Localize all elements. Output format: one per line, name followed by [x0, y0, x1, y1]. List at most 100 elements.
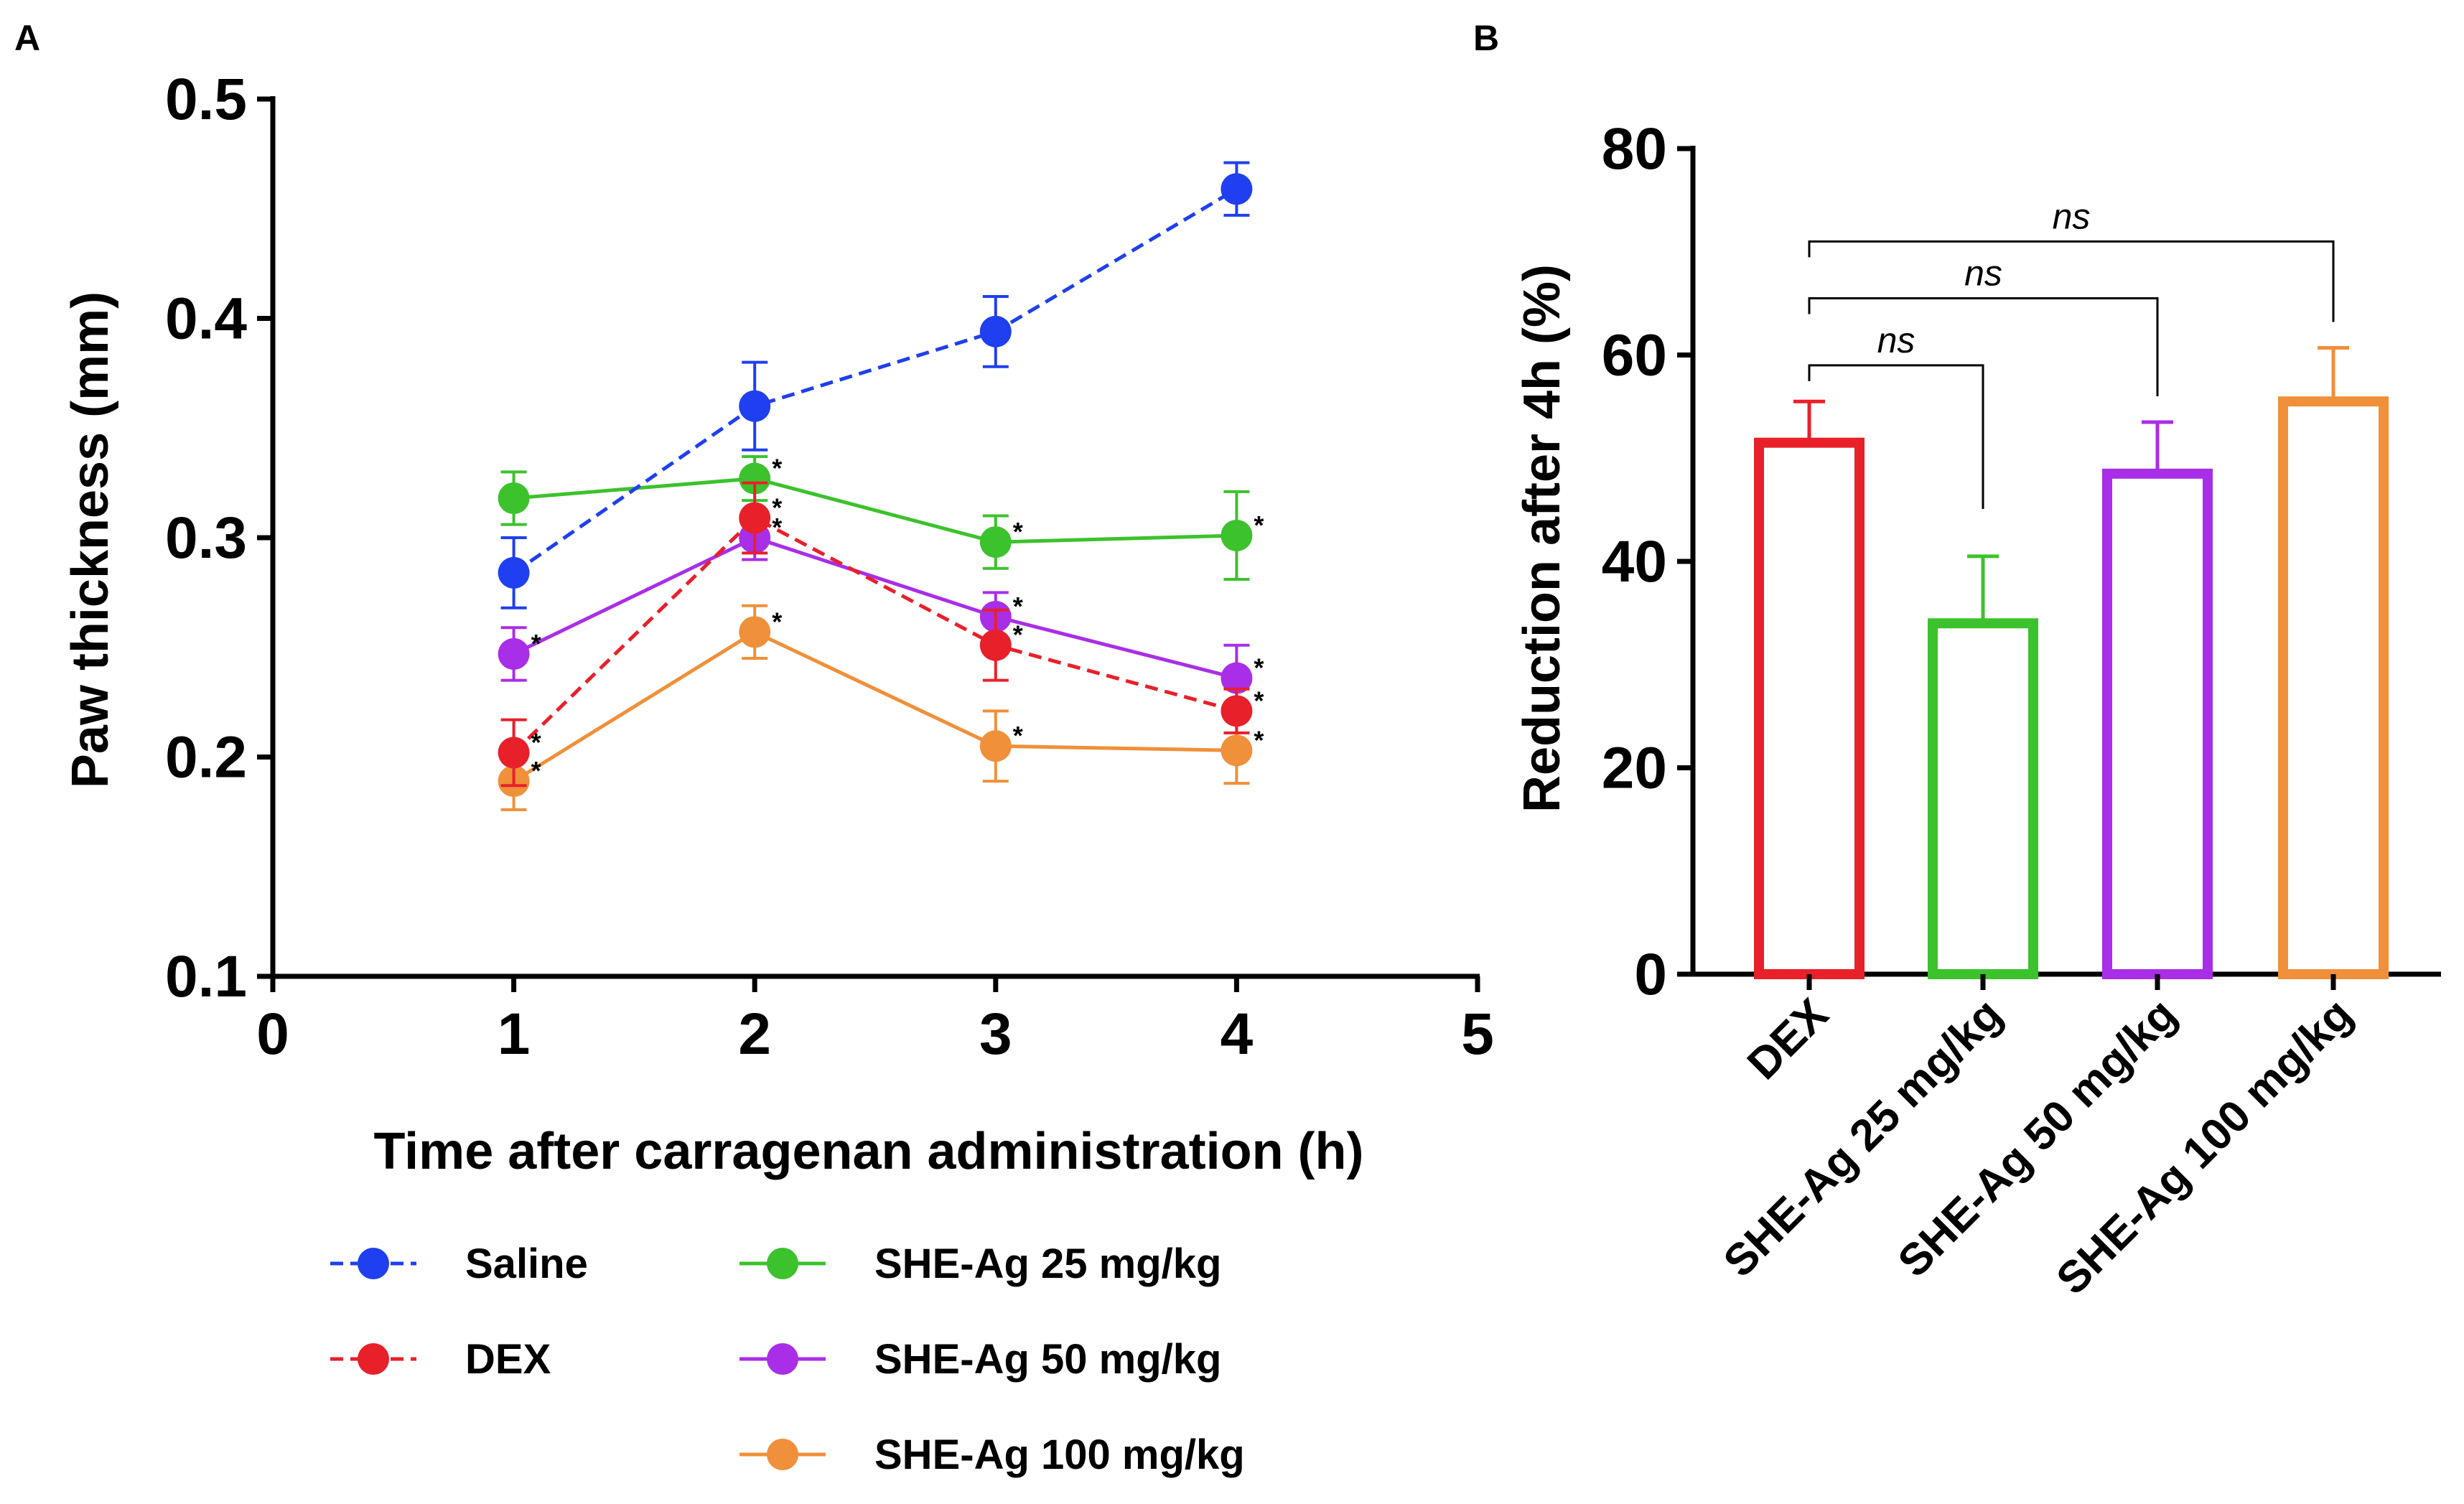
significance-star: *: [772, 607, 782, 636]
data-point: [498, 556, 530, 589]
bar-group-dex: [1754, 399, 1865, 979]
panel-a-y-tick-label: 0.2: [165, 725, 247, 790]
comparison-bracket-3: ns: [1808, 196, 2335, 322]
legend-marker: [767, 1343, 798, 1375]
ns-label: ns: [1877, 320, 1915, 360]
data-point: [1221, 695, 1253, 727]
significance-star: *: [1013, 592, 1023, 621]
significance-star: *: [772, 454, 782, 483]
significance-star: *: [772, 513, 782, 542]
panel-b-bar-chart: Reduction after 4h (%) 0 20 40 60 80 DEX SHE-A…: [1513, 116, 2441, 1304]
bar-group-she-ag-100-mg-kg: [2278, 345, 2389, 979]
legend-label: SHE-Ag 100 mg/kg: [874, 1431, 1245, 1478]
panel-b-y-tick-label: 80: [1602, 116, 1667, 182]
data-point: [739, 502, 771, 534]
panel-b-y-tick-label: 0: [1634, 942, 1667, 1007]
bar-she-ag-50-mg-kg: [2102, 468, 2213, 979]
panel-a-letter: A: [14, 18, 40, 58]
series-line-she-ag-100-mg-kg: [513, 630, 1237, 783]
panel-a-line-chart: Paw thickness (mm) Time after carragenan…: [62, 67, 1494, 1478]
significance-star: *: [1013, 721, 1023, 750]
panel-a-x-tick-label: 1: [498, 1001, 531, 1067]
legend-entry-she-ag-100-mg-kg: SHE-Ag 100 mg/kg: [739, 1431, 1245, 1478]
comparison-bracket-1: ns: [1808, 320, 1984, 509]
series-line-she-ag-50-mg-kg: [513, 536, 1238, 680]
bracket-line: [1808, 364, 1984, 509]
panel-a-y-tick-label: 0.1: [165, 944, 247, 1009]
significance-star: *: [1254, 686, 1264, 715]
legend-entry-she-ag-25-mg-kg: SHE-Ag 25 mg/kg: [739, 1241, 1221, 1287]
legend-marker: [358, 1343, 389, 1375]
bracket-line: [1808, 240, 2335, 322]
data-point: [739, 616, 771, 648]
legend-label: SHE-Ag 25 mg/kg: [874, 1241, 1221, 1287]
legend-entry-she-ag-50-mg-kg: SHE-Ag 50 mg/kg: [739, 1336, 1221, 1383]
panel-a-x-tick-label: 5: [1461, 1001, 1494, 1067]
data-point: [979, 526, 1012, 559]
panel-a-x-tick-label: 4: [1221, 1001, 1254, 1067]
data-point: [1221, 734, 1253, 767]
panel-b-letter: B: [1473, 18, 1499, 58]
data-point: [979, 730, 1012, 762]
panel-a-y-tick-label: 0.4: [165, 286, 247, 352]
panel-b-y-axis-title: Reduction after 4h (%): [1513, 264, 1571, 813]
legend-marker: [767, 1248, 798, 1279]
significance-star: *: [1254, 653, 1264, 683]
bar-group-she-ag-25-mg-kg: [1928, 554, 2038, 979]
panel-a-x-tick-label: 2: [738, 1001, 771, 1067]
panel-a-y-axis-title: Paw thickness (mm): [62, 291, 119, 788]
series-saline: [498, 161, 1253, 609]
legend-entry-dex: DEX: [330, 1336, 551, 1383]
panel-a-y-tick-label: 0.5: [165, 67, 247, 132]
data-point: [739, 390, 771, 422]
data-point: [979, 629, 1012, 661]
data-point: [498, 737, 530, 769]
panel-a-x-tick-label: 0: [256, 1001, 289, 1067]
significance-star: *: [531, 629, 541, 658]
bracket-line: [1808, 296, 2159, 396]
bar-she-ag-100-mg-kg: [2278, 396, 2389, 979]
significance-star: *: [772, 493, 782, 523]
panel-a-legend: Saline DEX SHE-Ag 25 mg/kg SHE-Ag 50 mg/kg S…: [330, 1241, 1245, 1478]
legend-label: Saline: [465, 1241, 588, 1287]
legend-marker: [358, 1248, 389, 1279]
data-point: [498, 637, 530, 670]
ns-label: ns: [2053, 196, 2091, 236]
legend-entry-saline: Saline: [330, 1241, 588, 1287]
legend-marker: [767, 1439, 798, 1470]
panel-b-y-tick-label: 60: [1602, 323, 1667, 388]
legend-label: DEX: [465, 1336, 551, 1383]
series-dex: ****: [498, 481, 1264, 788]
significance-star: *: [531, 756, 541, 785]
comparison-bracket-2: ns: [1808, 253, 2159, 396]
data-point: [979, 315, 1012, 347]
series-she-ag-100-mg-kg: *** *: [498, 604, 1264, 811]
significance-star: *: [1013, 517, 1023, 546]
data-point: [1221, 173, 1253, 205]
data-point: [1221, 519, 1253, 551]
legend-label: SHE-Ag 50 mg/kg: [874, 1336, 1221, 1383]
significance-star: *: [531, 727, 541, 757]
bar-she-ag-25-mg-kg: [1928, 618, 2038, 979]
data-point: [739, 462, 771, 495]
panel-a-x-tick-label: 3: [979, 1001, 1012, 1067]
significance-star: *: [1013, 620, 1023, 650]
series-she-ag-25-mg-kg: ** *: [498, 454, 1264, 581]
data-point: [498, 482, 530, 515]
bar-group-she-ag-50-mg-kg: [2102, 420, 2213, 979]
category-label-dex: DEX: [1738, 989, 1838, 1089]
panel-b-y-tick-label: 40: [1602, 529, 1667, 594]
series-line-she-ag-25-mg-kg: [513, 476, 1237, 544]
bar-dex: [1754, 437, 1865, 979]
data-point: [1221, 662, 1253, 694]
ns-label: ns: [1964, 253, 2002, 293]
panel-a-y-tick-label: 0.3: [165, 505, 247, 571]
panel-b-y-tick-label: 20: [1602, 736, 1667, 801]
category-label-she-ag-100-mg-kg: SHE-Ag 100 mg/kg: [2047, 989, 2362, 1304]
series-she-ag-50-mg-kg: ****: [498, 513, 1264, 713]
series-line-saline: [513, 187, 1238, 574]
panel-a-x-axis-title: Time after carragenan administration (h): [373, 1123, 1363, 1180]
significance-star: *: [1254, 510, 1264, 540]
series-line-dex: [512, 515, 1238, 755]
